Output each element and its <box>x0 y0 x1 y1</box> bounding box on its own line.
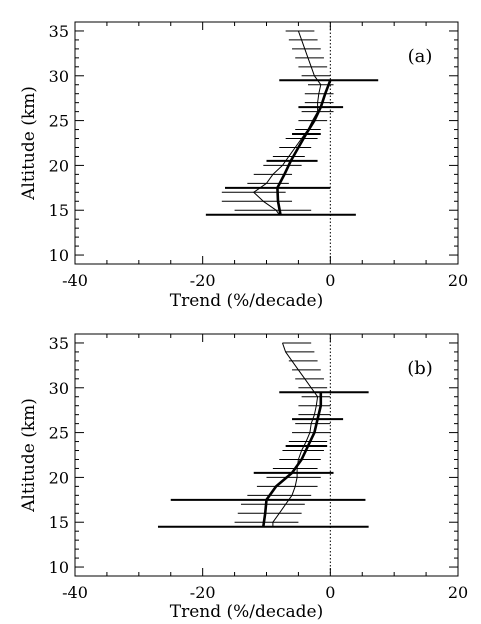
panel-label: (b) <box>407 358 433 379</box>
y-axis-title: Altitude (km) <box>19 398 39 513</box>
x-tick-label: 0 <box>325 271 335 290</box>
x-tick-label: 20 <box>448 271 468 290</box>
y-tick-label: 15 <box>49 513 69 532</box>
y-axis-title: Altitude (km) <box>19 86 39 201</box>
y-tick-label: 35 <box>49 334 69 353</box>
series-line-thick <box>276 79 332 215</box>
panel-label: (a) <box>408 46 433 67</box>
series-line-thick <box>262 392 323 527</box>
y-tick-label: 10 <box>49 246 69 265</box>
plot-frame <box>74 333 459 577</box>
y-tick-label: 30 <box>49 67 69 86</box>
y-tick-label: 25 <box>49 112 69 131</box>
y-tick-label: 20 <box>49 468 69 487</box>
chart-panel-a: -40 -20 0 20 10 15 20 25 30 35 Trend (%/decade) Alt… <box>19 21 468 311</box>
x-tick-label: 20 <box>448 583 468 602</box>
x-tick-label: -40 <box>62 271 88 290</box>
chart-panel-b: -40 -20 0 20 10 15 20 25 30 35 Trend (%/decade) Alt… <box>19 333 468 622</box>
x-tick-label: -40 <box>62 583 88 602</box>
y-tick-label: 10 <box>49 558 69 577</box>
y-tick-label: 15 <box>49 201 69 220</box>
y-tick-label: 30 <box>49 379 69 398</box>
x-tick-label: -20 <box>190 583 216 602</box>
y-tick-label: 25 <box>49 424 69 443</box>
y-tick-label: 20 <box>49 156 69 175</box>
series-line-thin <box>272 342 319 527</box>
x-axis-title: Trend (%/decade) <box>170 291 323 311</box>
plot-frame <box>74 21 459 265</box>
x-tick-label: -20 <box>190 271 216 290</box>
x-axis-title: Trend (%/decade) <box>170 602 323 622</box>
x-tick-label: 0 <box>325 583 335 602</box>
y-tick-label: 35 <box>49 22 69 41</box>
